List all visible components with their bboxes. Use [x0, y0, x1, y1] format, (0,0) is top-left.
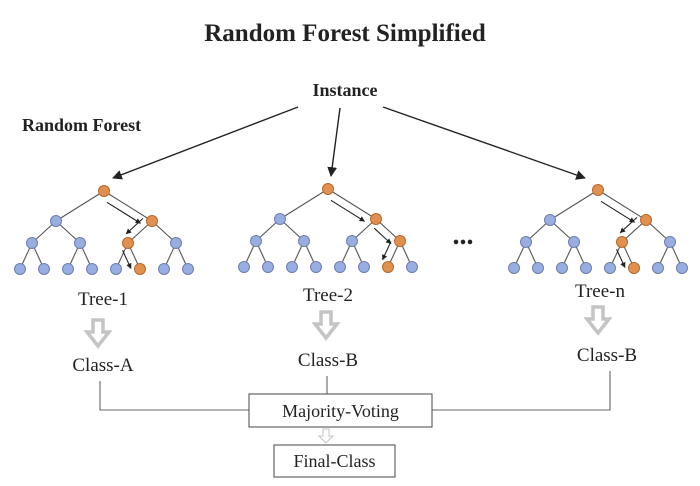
tree-node [556, 262, 568, 274]
hollow-down-arrow [83, 318, 113, 349]
tree-node [50, 215, 62, 227]
final-arrow [317, 428, 335, 444]
tree-node [334, 261, 346, 273]
flow-line-tree-1 [99, 381, 249, 411]
tree-node-path [146, 215, 158, 227]
diagram-title: Random Forest Simplified [204, 20, 486, 47]
hollow-down-arrow [583, 305, 613, 336]
final-class-label: Final-Class [293, 451, 375, 471]
instance-label: Instance [312, 80, 377, 100]
flow-line-tree-n [432, 371, 611, 411]
hollow-down-arrow [311, 310, 341, 341]
tree-node [182, 263, 194, 275]
majority-voting-box [248, 393, 433, 428]
tree-node [286, 261, 298, 273]
tree-node [346, 235, 358, 247]
decision-path-arrow [373, 227, 392, 245]
tree-edge [327, 188, 377, 220]
tree-n [508, 184, 688, 274]
decision-path-arrow [619, 216, 638, 234]
tree-node [38, 263, 50, 275]
decision-path-arrow [122, 250, 132, 269]
tree-node [250, 235, 262, 247]
tree-node-path [322, 183, 334, 195]
tree-node-path [640, 214, 652, 226]
tree-node-path [628, 262, 640, 274]
tree-node [358, 261, 370, 273]
tree-node [544, 214, 556, 226]
tree-node [262, 261, 274, 273]
random-forest-label: Random Forest [22, 115, 141, 135]
tree-1-class-label: Class-A [72, 355, 134, 376]
instance-arrow-tree-2 [327, 107, 341, 177]
tree-2 [238, 183, 418, 273]
tree-node [158, 263, 170, 275]
tree-node-path [592, 184, 604, 196]
decision-path-arrow [616, 249, 626, 268]
tree-edge [55, 190, 105, 222]
tree-node [86, 263, 98, 275]
tree-node [14, 263, 26, 275]
decision-path-arrow [125, 217, 144, 235]
final-class-box [273, 444, 396, 478]
tree-edge [103, 190, 153, 222]
tree-node [568, 236, 580, 248]
tree-node [238, 261, 250, 273]
tree-2-class-label: Class-B [298, 350, 358, 371]
tree-node [74, 237, 86, 249]
tree-1-label: Tree-1 [78, 289, 128, 310]
tree-node [508, 262, 520, 274]
decision-path-arrow [330, 199, 366, 222]
tree-node-path [134, 263, 146, 275]
tree-n-label: Tree-n [575, 281, 625, 302]
tree-node [580, 262, 592, 274]
tree-node-path [616, 236, 628, 248]
instance-arrow-tree-n [382, 106, 586, 180]
tree-node [676, 262, 688, 274]
decision-path-arrow [382, 241, 392, 261]
tree-n-class-label: Class-B [577, 345, 637, 366]
decision-path-arrow [600, 200, 636, 223]
tree-1 [14, 185, 194, 275]
tree-node-path [394, 235, 406, 247]
tree-2-label: Tree-2 [303, 285, 353, 306]
tree-node [406, 261, 418, 273]
tree-node [274, 213, 286, 225]
tree-node [520, 236, 532, 248]
decision-path-arrow [106, 201, 142, 224]
ellipsis: ... [453, 220, 474, 251]
instance-arrow-tree-1 [112, 106, 299, 180]
tree-node [310, 261, 322, 273]
tree-node [604, 262, 616, 274]
tree-node-path [122, 237, 134, 249]
tree-node-path [98, 185, 110, 197]
tree-edge [597, 189, 647, 221]
tree-node [62, 263, 74, 275]
tree-node [110, 263, 122, 275]
tree-edge [279, 188, 329, 220]
tree-node [532, 262, 544, 274]
majority-voting-label: Majority-Voting [282, 401, 399, 421]
tree-edge [549, 189, 599, 221]
trees-layer [14, 183, 688, 275]
tree-node [170, 237, 182, 249]
tree-node [26, 237, 38, 249]
tree-node-path [370, 213, 382, 225]
tree-node-path [382, 261, 394, 273]
tree-node [652, 262, 664, 274]
tree-node [664, 236, 676, 248]
hollow-arrows [83, 305, 613, 349]
tree-node [298, 235, 310, 247]
